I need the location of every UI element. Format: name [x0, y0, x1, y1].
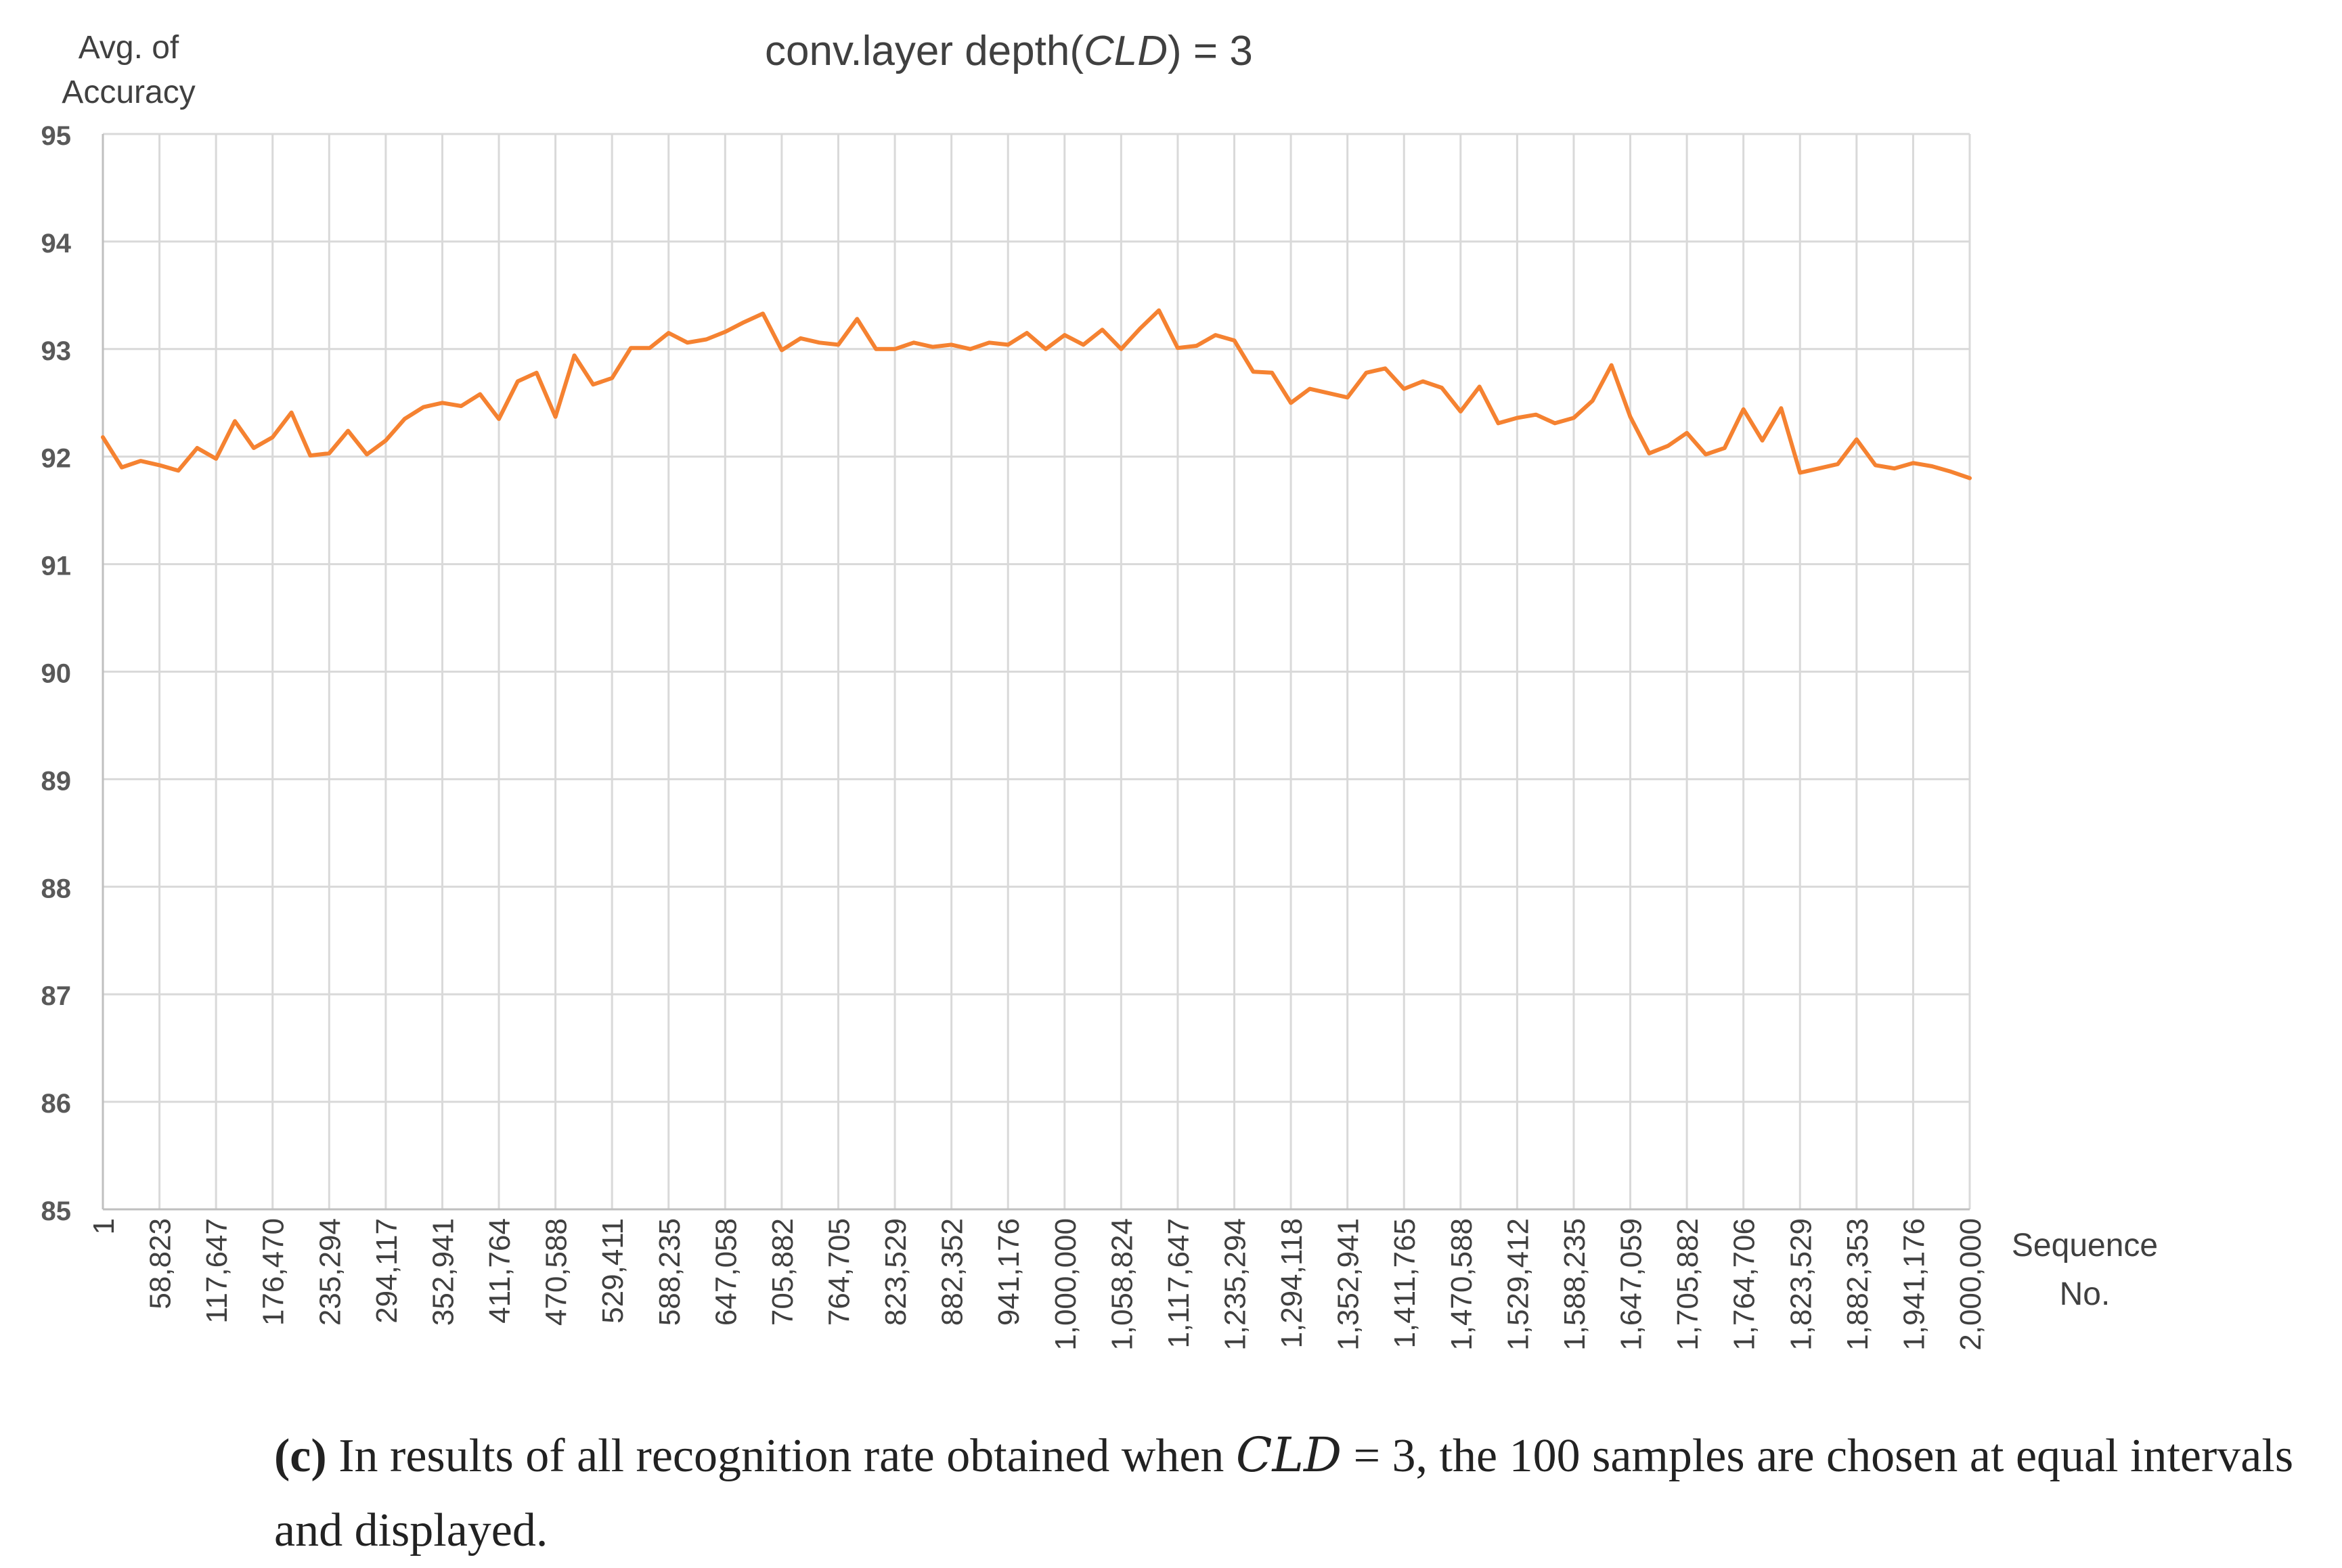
- caption-text-before: In results of all recognition rate obtai…: [338, 1430, 1224, 1482]
- caption-label: (c): [274, 1430, 327, 1482]
- x-tick-label: 1,470,588: [1445, 1218, 1478, 1351]
- x-tick-label: 117,647: [200, 1218, 234, 1324]
- caption-text-after: = 3, the 100 samples are chosen at equal…: [274, 1430, 2294, 1556]
- y-axis-label: Avg. of Accuracy: [47, 26, 210, 115]
- x-tick-label: 529,411: [596, 1218, 629, 1324]
- chart-title: conv.layer depth(CLD) = 3: [765, 28, 1253, 74]
- x-tick-label: 647,058: [709, 1218, 743, 1326]
- y-tick-label: 86: [41, 1089, 72, 1119]
- x-tick-label: 1,823,529: [1784, 1218, 1817, 1351]
- x-tick-label: 1,705,882: [1671, 1218, 1704, 1351]
- y-tick-label: 92: [41, 444, 72, 474]
- x-tick-label: 823,529: [879, 1218, 912, 1326]
- y-axis-label-line1: Avg. of: [78, 30, 179, 66]
- x-tick-label: 58,823: [144, 1218, 177, 1309]
- x-tick-label: 1,352,941: [1332, 1218, 1365, 1351]
- x-axis-label: Sequence No.: [1997, 1222, 2173, 1319]
- x-tick-label: 176,470: [257, 1218, 290, 1326]
- x-tick-label: 1,764,706: [1728, 1218, 1761, 1351]
- y-tick-label: 93: [41, 336, 72, 366]
- x-tick-label: 1: [87, 1218, 120, 1234]
- x-tick-label: 1,529,412: [1501, 1218, 1534, 1351]
- x-tick-label: 941,176: [992, 1218, 1025, 1326]
- x-tick-label: 470,588: [540, 1218, 573, 1326]
- y-tick-label: 91: [41, 552, 72, 581]
- y-tick-label: 90: [41, 659, 72, 689]
- x-tick-label: 352,941: [426, 1218, 460, 1326]
- x-tick-label: 1,294,118: [1275, 1218, 1308, 1348]
- x-tick-label: 2,000,000: [1954, 1218, 1987, 1351]
- x-tick-label: 882,352: [936, 1218, 969, 1326]
- x-tick-label: 1,588,235: [1558, 1218, 1591, 1351]
- line-chart-plot: 95 94 93 92 91 90 89 88 87 86 85 1 58,823 117,647 176…: [41, 121, 1988, 1351]
- x-tick-label: 764,705: [822, 1218, 856, 1326]
- y-tick-label: 94: [41, 229, 72, 259]
- y-tick-label: 85: [41, 1196, 72, 1226]
- x-tick-label: 1,117,647: [1162, 1218, 1195, 1348]
- x-tick-label: 1,411,765: [1388, 1218, 1421, 1348]
- y-tick-label: 88: [41, 874, 72, 903]
- x-tick-label: 705,882: [766, 1218, 799, 1326]
- x-axis-label-line1: Sequence: [2011, 1228, 2159, 1263]
- x-tick-label: 411,764: [483, 1218, 516, 1324]
- x-tick-label: 294,117: [370, 1218, 403, 1324]
- x-tick-label: 1,000,000: [1049, 1218, 1082, 1351]
- figure-caption: (c) In results of all recognition rate o…: [274, 1418, 2332, 1568]
- x-tick-label: 1,235,294: [1219, 1218, 1252, 1351]
- x-axis-label-line2: No.: [2059, 1276, 2111, 1312]
- y-tick-label: 95: [41, 121, 72, 151]
- x-tick-label: 1,058,824: [1105, 1218, 1139, 1351]
- x-tick-label: 1,882,353: [1841, 1218, 1874, 1351]
- y-axis-label-line2: Accuracy: [62, 74, 196, 110]
- series-line: [101, 308, 1972, 480]
- x-tick-label: 1,941,176: [1897, 1218, 1930, 1351]
- x-tick-label: 235,294: [313, 1218, 347, 1326]
- x-tick-label: 588,235: [653, 1218, 686, 1326]
- x-tick-label: 1,647,059: [1615, 1218, 1648, 1351]
- y-tick-label: 87: [41, 981, 72, 1011]
- y-tick-label: 89: [41, 766, 72, 796]
- caption-variable: CLD: [1235, 1427, 1342, 1483]
